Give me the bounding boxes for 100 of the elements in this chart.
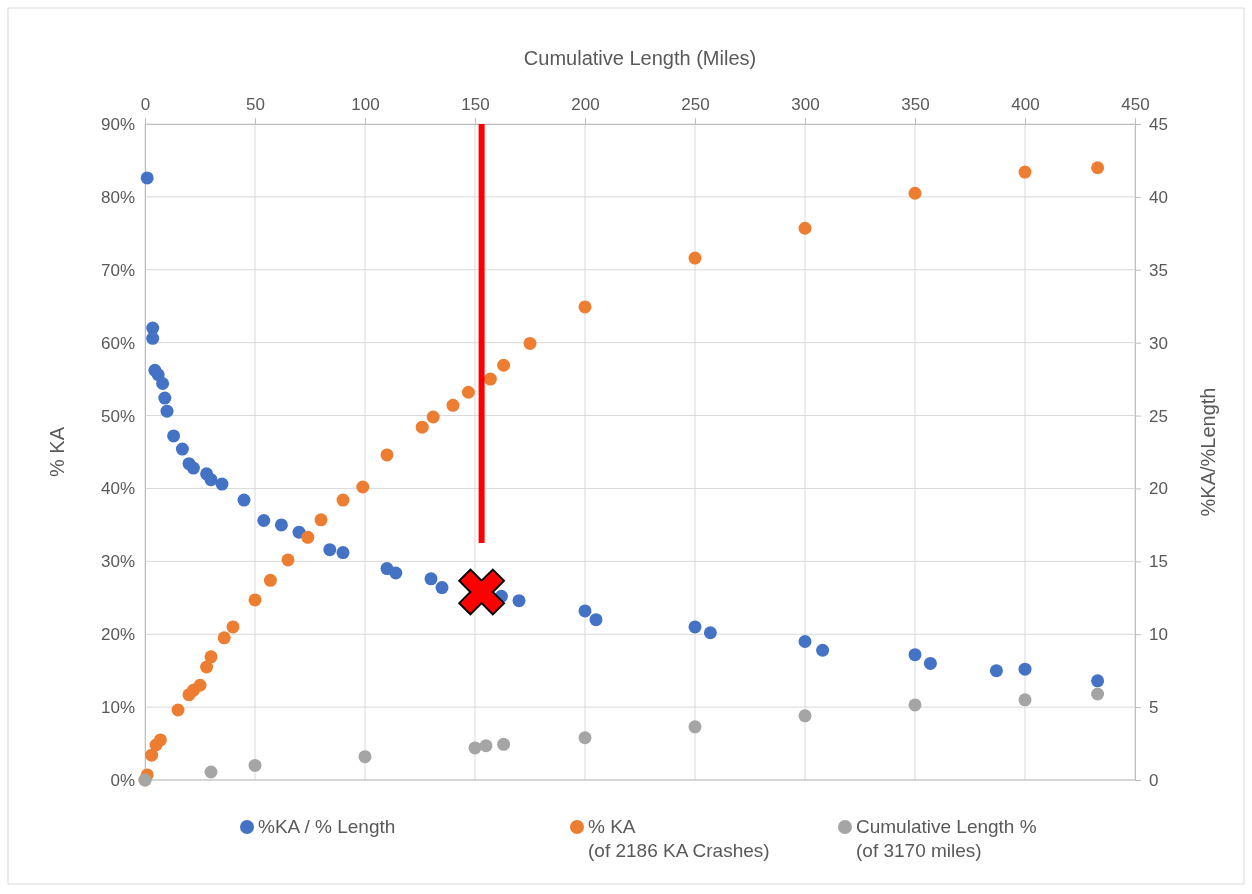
point xyxy=(461,385,475,399)
y-tick-label: 30% xyxy=(100,552,135,572)
point xyxy=(424,572,438,586)
point xyxy=(145,748,159,762)
y2-tick-label: 45 xyxy=(1149,114,1168,134)
point xyxy=(336,493,350,507)
y-tick-label: 10% xyxy=(100,698,135,718)
x-tick-label: 200 xyxy=(571,95,600,114)
point xyxy=(167,429,181,443)
x-tick-label: 450 xyxy=(1121,95,1150,114)
point xyxy=(263,573,277,587)
y-tick-label: 70% xyxy=(100,260,135,280)
point xyxy=(217,631,231,645)
point xyxy=(703,626,717,640)
y-tick-label: 90% xyxy=(100,114,135,134)
point xyxy=(281,553,295,567)
point xyxy=(908,698,922,712)
point xyxy=(578,731,592,745)
point xyxy=(497,737,511,751)
y-tick-label: 50% xyxy=(100,406,135,426)
y2-axis-title: %KA/%Length xyxy=(1197,387,1219,517)
x-tick-label: 300 xyxy=(791,95,820,114)
x-tick-label: 50 xyxy=(246,95,265,114)
x-tick-label: 100 xyxy=(351,95,380,114)
point xyxy=(237,493,251,507)
point xyxy=(816,643,830,657)
point xyxy=(274,518,288,532)
point xyxy=(215,477,229,491)
point xyxy=(435,581,449,595)
y2-tick-label: 35 xyxy=(1149,260,1168,280)
point xyxy=(204,473,218,487)
point xyxy=(1018,165,1032,179)
point xyxy=(380,448,394,462)
point xyxy=(1091,161,1105,175)
y2-tick-label: 30 xyxy=(1149,333,1168,353)
point xyxy=(798,221,812,235)
point xyxy=(156,376,170,390)
point xyxy=(248,593,262,607)
point xyxy=(226,620,240,634)
point xyxy=(358,750,372,764)
x-tick-label: 400 xyxy=(1011,95,1040,114)
legend-label: %KA / % Length xyxy=(258,816,396,837)
point xyxy=(578,604,592,618)
point xyxy=(497,358,511,372)
y-tick-label: 0% xyxy=(110,770,135,790)
point xyxy=(923,656,937,670)
point xyxy=(908,186,922,200)
point xyxy=(1018,693,1032,707)
point xyxy=(426,410,440,424)
point xyxy=(186,461,200,475)
y2-tick-label: 40 xyxy=(1149,187,1168,207)
point xyxy=(512,594,526,608)
point xyxy=(323,543,337,557)
point xyxy=(193,678,207,692)
point xyxy=(415,420,429,434)
y-tick-label: 60% xyxy=(100,333,135,353)
point xyxy=(356,480,370,494)
point xyxy=(175,442,189,456)
point xyxy=(798,635,812,649)
x-tick-label: 350 xyxy=(901,95,930,114)
point xyxy=(146,331,160,345)
point xyxy=(446,398,460,412)
y2-tick-label: 20 xyxy=(1149,479,1168,499)
y-tick-label: 20% xyxy=(100,625,135,645)
point xyxy=(200,660,214,674)
point xyxy=(257,514,271,528)
point xyxy=(578,300,592,314)
point xyxy=(589,613,603,627)
x-axis-title: Cumulative Length (Miles) xyxy=(523,47,757,69)
point xyxy=(479,739,493,753)
y2-tick-label: 15 xyxy=(1149,552,1168,572)
y2-tick-label: 5 xyxy=(1149,698,1159,718)
point xyxy=(989,664,1003,678)
y-tick-label: 40% xyxy=(100,479,135,499)
y2-tick-label: 0 xyxy=(1149,770,1159,790)
point xyxy=(688,251,702,265)
y-axis-title: % KA xyxy=(46,426,68,478)
point xyxy=(483,372,497,386)
point xyxy=(336,546,350,560)
point xyxy=(153,733,167,747)
point xyxy=(468,741,482,755)
point xyxy=(171,703,185,717)
y2-tick-label: 25 xyxy=(1149,406,1168,426)
point xyxy=(158,391,172,405)
point xyxy=(523,336,537,350)
point xyxy=(204,650,218,664)
point xyxy=(1018,662,1032,676)
point xyxy=(301,530,315,544)
y-tick-label: 80% xyxy=(100,187,135,207)
y2-tick-label: 10 xyxy=(1149,625,1168,645)
legend-label: Cumulative Length % (of 3170 miles) xyxy=(856,816,1037,861)
point xyxy=(314,513,328,527)
x-tick-label: 150 xyxy=(461,95,490,114)
legend-label: % KA (of 2186 KA Crashes) xyxy=(588,816,770,861)
point xyxy=(140,171,154,185)
point xyxy=(688,620,702,634)
point xyxy=(798,709,812,723)
point xyxy=(458,568,505,616)
point xyxy=(204,765,218,779)
point xyxy=(1091,687,1105,701)
